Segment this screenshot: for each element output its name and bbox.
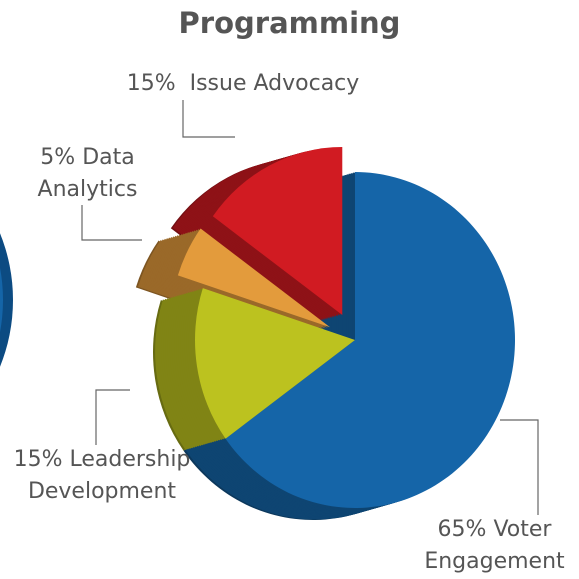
other-chart-edge: [0, 233, 13, 367]
slice: [177, 228, 331, 328]
value-label: 5%: [40, 145, 76, 170]
slice: [195, 288, 355, 439]
category-label: Leadership Development: [27, 447, 191, 504]
leader-lines: [81, 100, 539, 515]
leader-line: [81, 205, 142, 241]
other-chart-edge: [0, 267, 3, 333]
data-label: 15% Issue Advocacy: [108, 68, 378, 100]
category-label: Voter Engagement: [424, 517, 565, 574]
data-label: 65% Voter Engagement: [412, 514, 577, 578]
leader-line: [182, 100, 235, 138]
value-label: 65%: [437, 517, 487, 542]
pie: [135, 147, 515, 520]
leader-line: [500, 419, 539, 515]
value-label: 15%: [13, 447, 63, 472]
data-label: 15% Leadership Development: [2, 444, 202, 508]
value-label: 15%: [126, 71, 176, 96]
slice: [212, 147, 343, 316]
chart-title: Programming: [178, 6, 401, 40]
category-label: Issue Advocacy: [189, 71, 360, 96]
category-label: Data Analytics: [37, 145, 138, 202]
leader-line: [95, 389, 130, 445]
data-label: 5% Data Analytics: [25, 142, 150, 206]
slice: [225, 172, 515, 509]
